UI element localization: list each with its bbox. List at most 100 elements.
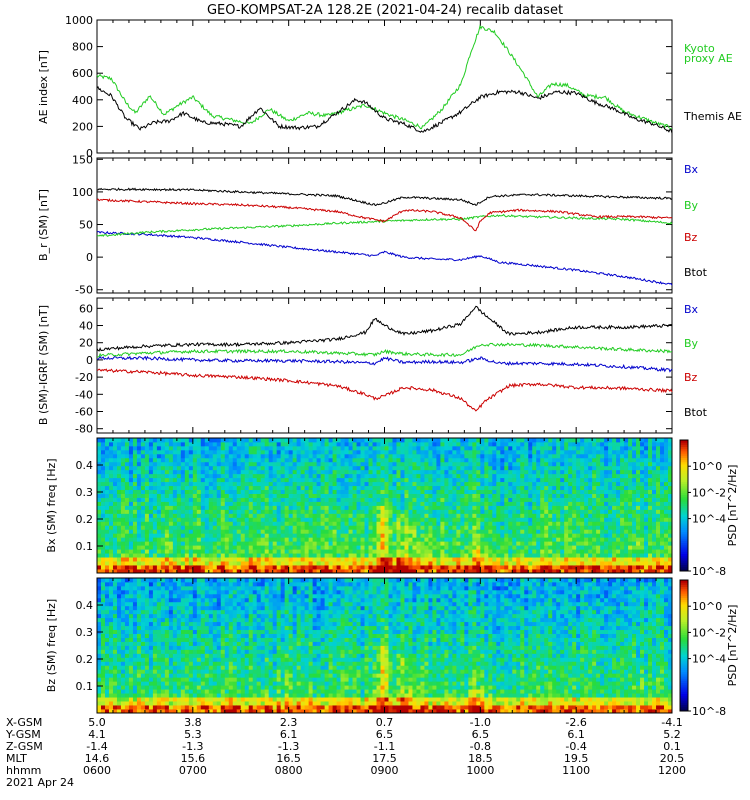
spectrogram-cell bbox=[296, 565, 302, 570]
spectrogram-cell bbox=[532, 569, 537, 574]
spectrogram-cell bbox=[568, 569, 573, 574]
spectrogram-cell bbox=[340, 457, 345, 463]
spectrogram-cell bbox=[192, 489, 198, 494]
spectrogram-cell bbox=[544, 561, 549, 566]
spectrogram-cell bbox=[584, 493, 589, 498]
spectrogram-cell bbox=[548, 533, 553, 538]
spectrogram-cell bbox=[396, 485, 401, 491]
legend-bz: Bz bbox=[684, 371, 698, 384]
spectrogram-cell bbox=[428, 505, 433, 510]
spectrogram-cell bbox=[536, 561, 541, 566]
spectrogram-cell bbox=[640, 501, 645, 506]
spectrogram-cell bbox=[340, 489, 345, 494]
spectrogram-cell bbox=[332, 549, 337, 554]
spectrogram-cell bbox=[416, 561, 421, 566]
spectrogram-cell bbox=[492, 481, 497, 487]
spectrogram-cell bbox=[396, 473, 401, 479]
spectrogram-cell bbox=[516, 465, 521, 471]
spectrogram-cell bbox=[284, 453, 290, 459]
spectrogram-cell bbox=[160, 469, 166, 475]
spectrogram-cell bbox=[328, 441, 333, 447]
spectrogram-cell bbox=[484, 549, 489, 554]
spectrogram-cell bbox=[392, 525, 397, 530]
spectrogram-cell bbox=[380, 473, 385, 479]
spectrogram-cell bbox=[564, 457, 569, 463]
spectrogram-cell bbox=[628, 565, 633, 570]
spectrogram-cell bbox=[580, 461, 585, 467]
spectrogram-cell bbox=[292, 449, 298, 455]
spectrogram-cell bbox=[616, 497, 621, 502]
spectrogram-cell bbox=[600, 517, 605, 522]
spectrogram-cell bbox=[328, 569, 333, 574]
spectrogram-cell bbox=[432, 529, 437, 534]
spectrogram-cell bbox=[504, 477, 509, 483]
spectrogram-cell bbox=[344, 549, 349, 554]
spectrogram-cell bbox=[520, 545, 525, 550]
spectrogram-cell bbox=[328, 449, 333, 455]
spectrogram-cell bbox=[112, 477, 118, 483]
spectrogram-cell bbox=[592, 525, 597, 530]
spectrogram-cell bbox=[244, 569, 250, 574]
spectrogram-cell bbox=[468, 545, 473, 550]
spectrogram-cell bbox=[628, 457, 633, 463]
spectrogram-cell bbox=[460, 438, 465, 443]
spectrogram-cell bbox=[440, 501, 445, 506]
spectrogram-cell bbox=[536, 545, 541, 550]
spectrogram-cell bbox=[276, 545, 282, 550]
spectrogram-cell bbox=[504, 529, 509, 534]
spectrogram-cell bbox=[496, 525, 501, 530]
spectrogram-cell bbox=[616, 553, 621, 558]
spectrogram-cell bbox=[488, 545, 493, 550]
spectrogram-cell bbox=[168, 445, 174, 451]
spectrogram-cell bbox=[188, 453, 194, 459]
spectrogram-cell bbox=[612, 453, 617, 459]
spectrogram-cell bbox=[440, 521, 445, 526]
spectrogram-cell bbox=[208, 473, 214, 479]
spectrogram-cell bbox=[556, 505, 561, 510]
spectrogram-cell bbox=[160, 477, 166, 483]
spectrogram-cell bbox=[536, 445, 541, 451]
spectrogram-cell bbox=[272, 517, 278, 522]
spectrogram-cell bbox=[100, 493, 106, 498]
spectrogram-cell bbox=[528, 529, 533, 534]
spectrogram-cell bbox=[400, 553, 405, 558]
spectrogram-cell bbox=[104, 521, 110, 526]
spectrogram-cell bbox=[288, 485, 294, 491]
spectrogram-cell bbox=[348, 569, 353, 574]
spectrogram-cell bbox=[540, 489, 545, 494]
spectrogram-cell bbox=[544, 485, 549, 491]
spectrogram-cell bbox=[320, 505, 325, 510]
spectrogram-cell bbox=[376, 457, 381, 463]
spectrogram-cell bbox=[292, 565, 298, 570]
spectrogram-cell bbox=[552, 477, 557, 483]
spectrogram-cell bbox=[268, 557, 274, 562]
spectrogram-cell bbox=[228, 497, 234, 502]
spectrogram-cell bbox=[336, 521, 341, 526]
spectrogram-cell bbox=[252, 517, 258, 522]
spectrogram-cell bbox=[472, 477, 477, 483]
spectrogram-cell bbox=[624, 557, 629, 562]
spectrogram-cell bbox=[552, 533, 557, 538]
spectrogram-cell bbox=[196, 493, 202, 498]
spectrogram-cell bbox=[132, 549, 138, 554]
spectrogram-cell bbox=[460, 545, 465, 550]
spectrogram-cell bbox=[604, 505, 609, 510]
spectrogram-cell bbox=[592, 461, 597, 467]
spectrogram-cell bbox=[264, 561, 270, 566]
spectrogram-cell bbox=[604, 501, 609, 506]
spectrogram-cell bbox=[520, 513, 525, 518]
legend-bx: Bx bbox=[684, 163, 699, 176]
spectrogram-cell bbox=[628, 541, 633, 546]
spectrogram-cell bbox=[528, 541, 533, 546]
spectrogram-cell bbox=[408, 565, 413, 570]
spectrogram-cell bbox=[244, 537, 250, 542]
spectrogram-cell bbox=[288, 521, 294, 526]
spectrogram-cell bbox=[500, 517, 505, 522]
spectrogram-cell bbox=[444, 565, 449, 570]
spectrogram-cell bbox=[276, 453, 282, 459]
spectrogram-cell bbox=[168, 561, 174, 566]
spectrogram-cell bbox=[504, 557, 509, 562]
spectrogram-cell bbox=[344, 441, 349, 447]
spectrogram-cell bbox=[456, 525, 461, 530]
spectrogram-cell bbox=[516, 445, 521, 451]
